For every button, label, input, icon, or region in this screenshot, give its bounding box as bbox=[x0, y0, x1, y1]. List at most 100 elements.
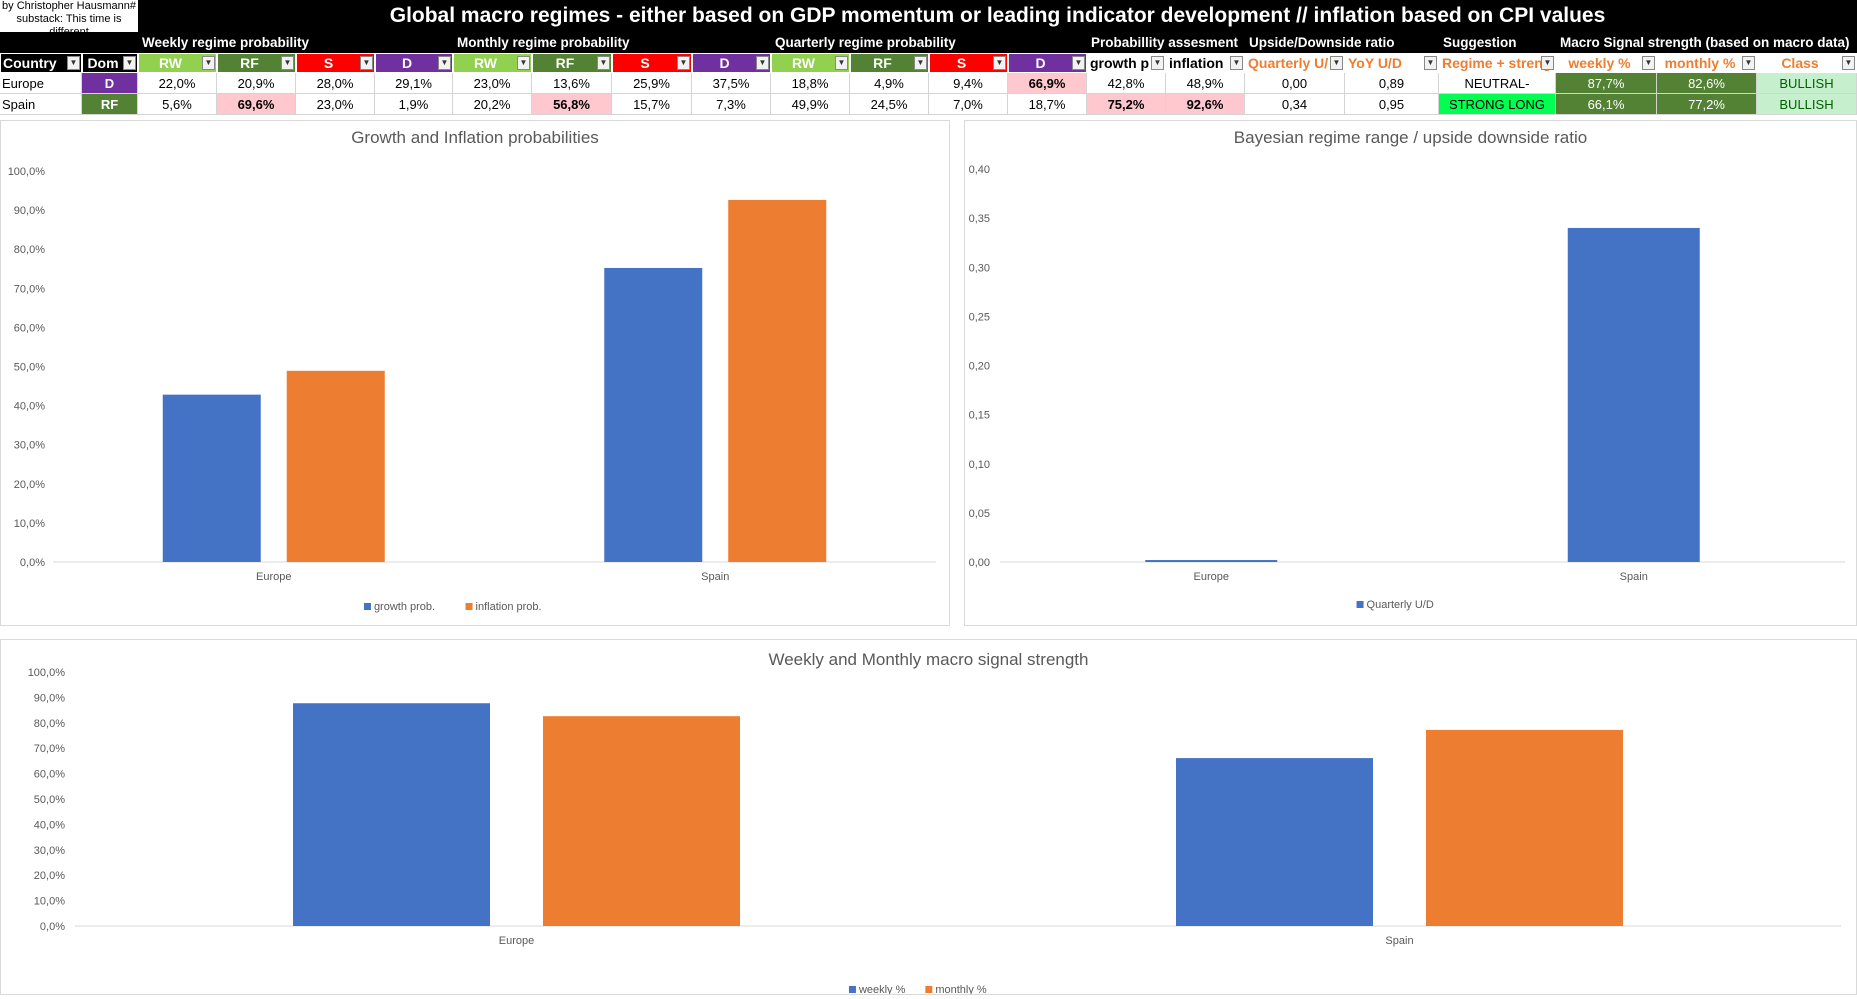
upside-downside-chart-panel[interactable]: Bayesian regime range / upside downside … bbox=[964, 120, 1857, 626]
cell-weekly-prob[interactable]: 5,6% bbox=[138, 94, 217, 115]
y-tick-label: 100,0% bbox=[8, 166, 46, 178]
dropdown-arrow-icon[interactable]: ▼ bbox=[914, 56, 927, 70]
cell-country[interactable]: Europe bbox=[0, 73, 82, 94]
dropdown-arrow-icon[interactable]: ▼ bbox=[281, 56, 294, 70]
dropdown-arrow-icon[interactable]: ▼ bbox=[993, 56, 1006, 70]
cell-quarterly-ud[interactable]: 0,00 bbox=[1245, 73, 1345, 94]
cell-quarterly-prob[interactable]: 4,9% bbox=[850, 73, 929, 94]
dropdown-arrow-icon[interactable]: ▼ bbox=[1842, 56, 1855, 70]
dropdown-arrow-icon[interactable]: ▼ bbox=[1642, 56, 1655, 70]
cell-monthly-prob[interactable]: 25,9% bbox=[612, 73, 692, 94]
cell-growth-prob[interactable]: 42,8% bbox=[1087, 73, 1166, 94]
cell-weekly-prob[interactable]: 22,0% bbox=[138, 73, 217, 94]
cell-monthly-prob[interactable]: 13,6% bbox=[532, 73, 612, 94]
cell-monthly-prob[interactable]: 20,2% bbox=[453, 94, 532, 115]
dropdown-arrow-icon[interactable]: ▼ bbox=[360, 56, 373, 70]
y-tick-label: 100,0% bbox=[28, 667, 66, 679]
dropdown-arrow-icon[interactable]: ▼ bbox=[202, 56, 215, 70]
cell-weekly-prob[interactable]: 20,9% bbox=[217, 73, 296, 94]
cell-growth-prob[interactable]: 75,2% bbox=[1087, 94, 1166, 115]
cell-weekly-prob[interactable]: 29,1% bbox=[375, 73, 453, 94]
dropdown-arrow-icon[interactable]: ▼ bbox=[1424, 56, 1437, 70]
cell-yoy-ud[interactable]: 0,95 bbox=[1345, 94, 1439, 115]
dropdown-arrow-icon[interactable]: ▼ bbox=[1151, 56, 1164, 70]
dropdown-arrow-icon[interactable]: ▼ bbox=[123, 56, 136, 70]
cell-monthly-prob[interactable]: 37,5% bbox=[692, 73, 771, 94]
column-header-s[interactable]: S ▼ bbox=[929, 53, 1008, 73]
cell-suggestion[interactable]: STRONG LONG bbox=[1439, 94, 1556, 115]
column-header-rw[interactable]: RW ▼ bbox=[453, 53, 532, 73]
dropdown-arrow-icon[interactable]: ▼ bbox=[756, 56, 769, 70]
cell-quarterly-ud[interactable]: 0,34 bbox=[1245, 94, 1345, 115]
column-header-quarterly_ud[interactable]: Quarterly U/▼ bbox=[1245, 53, 1345, 73]
column-header-d[interactable]: D ▼ bbox=[375, 53, 453, 73]
dropdown-arrow-icon[interactable]: ▼ bbox=[677, 56, 690, 70]
column-header-inflation[interactable]: inflation ▼ bbox=[1166, 53, 1245, 73]
dropdown-arrow-icon[interactable]: ▼ bbox=[1330, 56, 1343, 70]
column-header-d[interactable]: D ▼ bbox=[1008, 53, 1087, 73]
cell-monthly-signal[interactable]: 77,2% bbox=[1657, 94, 1757, 115]
dropdown-arrow-icon[interactable]: ▼ bbox=[1742, 56, 1755, 70]
cell-country[interactable]: Spain bbox=[0, 94, 82, 115]
column-header-rf[interactable]: RF ▼ bbox=[532, 53, 612, 73]
chart-title: Weekly and Monthly macro signal strength bbox=[768, 650, 1088, 669]
cell-quarterly-prob[interactable]: 24,5% bbox=[850, 94, 929, 115]
cell-weekly-prob[interactable]: 28,0% bbox=[296, 73, 375, 94]
cell-weekly-prob[interactable]: 69,6% bbox=[217, 94, 296, 115]
column-header-rw[interactable]: RW ▼ bbox=[771, 53, 850, 73]
dropdown-arrow-icon[interactable]: ▼ bbox=[438, 56, 451, 70]
column-header-weekly_pct[interactable]: weekly % ▼ bbox=[1556, 53, 1657, 73]
signal-strength-chart-panel[interactable]: Weekly and Monthly macro signal strength… bbox=[0, 639, 1857, 996]
dropdown-arrow-icon[interactable]: ▼ bbox=[1541, 56, 1554, 70]
dropdown-arrow-icon[interactable]: ▼ bbox=[597, 56, 610, 70]
column-header-label: RF bbox=[555, 55, 575, 71]
cell-monthly-signal[interactable]: 82,6% bbox=[1657, 73, 1757, 94]
cell-quarterly-prob[interactable]: 18,8% bbox=[771, 73, 850, 94]
cell-monthly-prob[interactable]: 15,7% bbox=[612, 94, 692, 115]
dropdown-arrow-icon[interactable]: ▼ bbox=[835, 56, 848, 70]
cell-quarterly-prob[interactable]: 9,4% bbox=[929, 73, 1008, 94]
column-header-yoy_ud[interactable]: YoY U/D ▼ bbox=[1345, 53, 1439, 73]
growth-inflation-chart-panel[interactable]: Growth and Inflation probabilities 0,0% 10… bbox=[0, 120, 950, 626]
cell-suggestion[interactable]: NEUTRAL- bbox=[1439, 73, 1556, 94]
cell-dominant-regime[interactable]: D bbox=[82, 73, 138, 94]
dropdown-arrow-icon[interactable]: ▼ bbox=[517, 56, 530, 70]
column-header-d[interactable]: D ▼ bbox=[692, 53, 771, 73]
cell-yoy-ud[interactable]: 0,89 bbox=[1345, 73, 1439, 94]
cell-inflation-prob[interactable]: 92,6% bbox=[1166, 94, 1245, 115]
dropdown-arrow-icon[interactable]: ▼ bbox=[1230, 56, 1243, 70]
y-tick-label: 80,0% bbox=[34, 718, 65, 730]
column-header-s[interactable]: S ▼ bbox=[296, 53, 375, 73]
cell-weekly-signal[interactable]: 66,1% bbox=[1556, 94, 1657, 115]
column-header-class[interactable]: Class ▼ bbox=[1757, 53, 1857, 73]
cell-weekly-prob[interactable]: 1,9% bbox=[375, 94, 453, 115]
column-header-country[interactable]: Country ▼ bbox=[0, 53, 82, 73]
column-header-monthly_pct[interactable]: monthly % ▼ bbox=[1657, 53, 1757, 73]
column-header-label: weekly % bbox=[1568, 55, 1631, 71]
column-header-rf[interactable]: RF ▼ bbox=[217, 53, 296, 73]
column-header-rw[interactable]: RW ▼ bbox=[138, 53, 217, 73]
cell-inflation-prob[interactable]: 48,9% bbox=[1166, 73, 1245, 94]
cell-monthly-prob[interactable]: 23,0% bbox=[453, 73, 532, 94]
y-tick-label: 90,0% bbox=[34, 692, 65, 704]
cell-monthly-prob[interactable]: 7,3% bbox=[692, 94, 771, 115]
cell-quarterly-prob[interactable]: 66,9% bbox=[1008, 73, 1087, 94]
cell-quarterly-prob[interactable]: 18,7% bbox=[1008, 94, 1087, 115]
cell-class[interactable]: BULLISH bbox=[1757, 94, 1857, 115]
cell-quarterly-prob[interactable]: 7,0% bbox=[929, 94, 1008, 115]
bar-growth-prob--spain bbox=[604, 267, 703, 562]
column-header-label: D bbox=[401, 55, 413, 71]
cell-dominant-regime[interactable]: RF bbox=[82, 94, 138, 115]
cell-class[interactable]: BULLISH bbox=[1757, 73, 1857, 94]
cell-weekly-prob[interactable]: 23,0% bbox=[296, 94, 375, 115]
cell-quarterly-prob[interactable]: 49,9% bbox=[771, 94, 850, 115]
cell-weekly-signal[interactable]: 87,7% bbox=[1556, 73, 1657, 94]
dropdown-arrow-icon[interactable]: ▼ bbox=[1072, 56, 1085, 70]
filter-icon[interactable]: ▼ bbox=[67, 56, 80, 70]
column-header-rf[interactable]: RF ▼ bbox=[850, 53, 929, 73]
column-header-dom[interactable]: Dom ▼ bbox=[82, 53, 138, 73]
column-header-s[interactable]: S ▼ bbox=[612, 53, 692, 73]
column-header-regime[interactable]: Regime + streng ▼ bbox=[1439, 53, 1556, 73]
column-header-growth[interactable]: growth p ▼ bbox=[1087, 53, 1166, 73]
cell-monthly-prob[interactable]: 56,8% bbox=[532, 94, 612, 115]
